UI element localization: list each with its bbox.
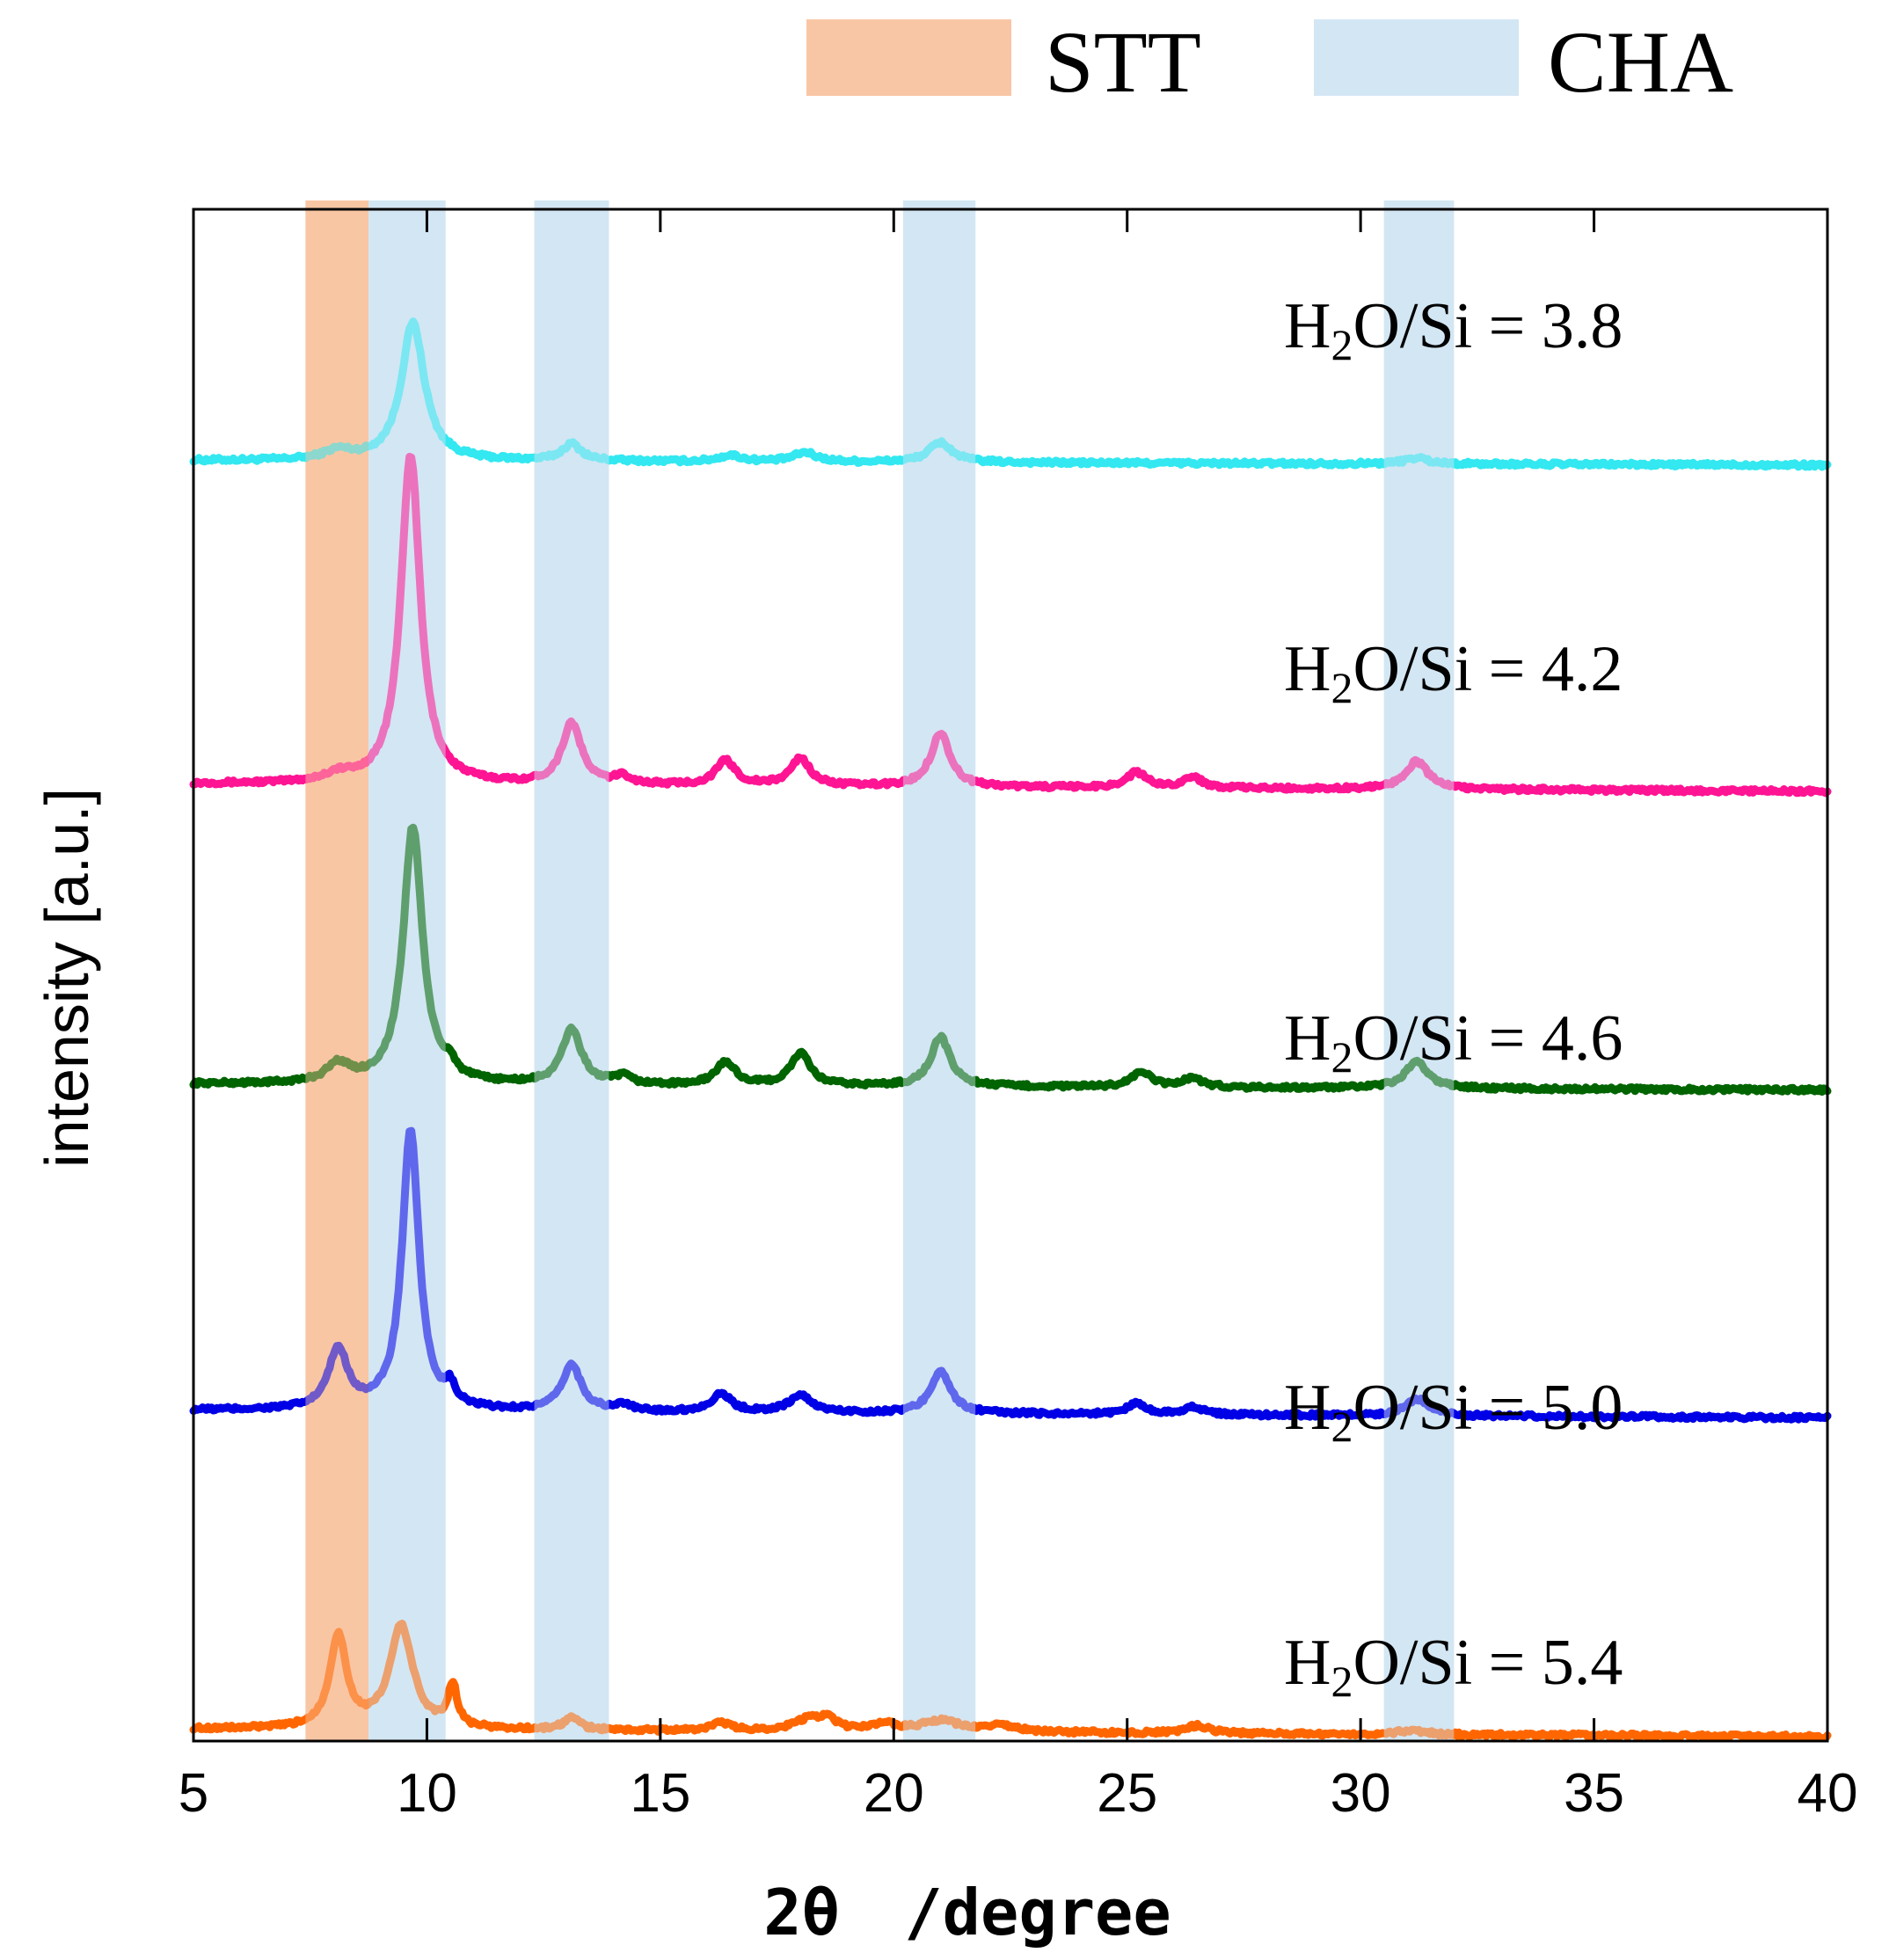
x-axis-title: 2θ /degree xyxy=(763,1876,1171,1949)
x-tick-label-10: 10 xyxy=(397,1763,457,1824)
x-tick-label-20: 20 xyxy=(864,1763,924,1824)
series-label-1: H2O/Si = 4.2 xyxy=(1284,633,1623,712)
series-label-suffix: O/Si = 4.6 xyxy=(1353,1002,1623,1075)
series-curves xyxy=(189,317,1832,1743)
legend-swatch-cha xyxy=(1314,19,1519,96)
x-tick-label-30: 30 xyxy=(1331,1763,1391,1824)
phase-bands xyxy=(305,200,1455,1741)
x-axis-title-main: 2θ xyxy=(763,1876,840,1949)
series-label-suffix: O/Si = 4.2 xyxy=(1353,633,1623,705)
y-axis-title: intensity [a.u.] xyxy=(33,788,101,1168)
series-label-sub: 2 xyxy=(1331,1657,1353,1706)
x-axis-ticks: 5 10 15 20 25 30 35 40 xyxy=(179,209,1858,1824)
series-label-prefix: H xyxy=(1284,290,1331,362)
series-label-sub: 2 xyxy=(1331,320,1353,369)
series-label-4: H2O/Si = 5.4 xyxy=(1284,1627,1623,1706)
x-tick-label-15: 15 xyxy=(630,1763,690,1824)
series-label-3: H2O/Si = 5.0 xyxy=(1284,1372,1623,1451)
series-label-suffix: O/Si = 3.8 xyxy=(1353,290,1623,362)
series-label-prefix: H xyxy=(1284,1002,1331,1075)
x-tick-label-5: 5 xyxy=(179,1763,208,1824)
svg-text:2θ /degree: 2θ /degree xyxy=(763,1876,1171,1949)
legend-label-cha: CHA xyxy=(1548,13,1733,111)
legend-swatch-stt xyxy=(806,19,1011,96)
series-line-2 xyxy=(189,823,1832,1097)
x-axis-title-unit: /degree xyxy=(904,1876,1171,1949)
series-label-prefix: H xyxy=(1284,1372,1331,1444)
legend: STT CHA xyxy=(806,13,1733,111)
series-label-suffix: O/Si = 5.0 xyxy=(1353,1372,1623,1444)
series-label-suffix: O/Si = 5.4 xyxy=(1353,1627,1623,1699)
band-overlay-stt-0 xyxy=(305,200,369,1741)
series-line-1 xyxy=(189,453,1832,798)
series-label-prefix: H xyxy=(1284,1627,1331,1699)
series-label-sub: 2 xyxy=(1331,663,1353,712)
series-label-prefix: H xyxy=(1284,633,1331,705)
x-tick-label-40: 40 xyxy=(1798,1763,1858,1824)
series-label-0: H2O/Si = 3.8 xyxy=(1284,290,1623,369)
phase-bands-overlay xyxy=(305,200,1455,1741)
band-overlay-cha-4 xyxy=(1383,200,1455,1741)
series-line-0 xyxy=(189,317,1832,471)
band-overlay-cha-3 xyxy=(902,200,976,1741)
x-tick-label-25: 25 xyxy=(1097,1763,1157,1824)
series-line-4 xyxy=(189,1620,1832,1743)
band-overlay-cha-2 xyxy=(534,200,609,1741)
band-overlay-cha-1 xyxy=(368,200,446,1741)
series-label-sub: 2 xyxy=(1331,1402,1353,1451)
series-line-3 xyxy=(189,1126,1832,1424)
legend-label-stt: STT xyxy=(1045,13,1201,111)
series-label-sub: 2 xyxy=(1331,1032,1353,1082)
series-label-2: H2O/Si = 4.6 xyxy=(1284,1002,1623,1082)
plot-frame xyxy=(192,208,1829,1743)
x-tick-label-35: 35 xyxy=(1564,1763,1624,1824)
